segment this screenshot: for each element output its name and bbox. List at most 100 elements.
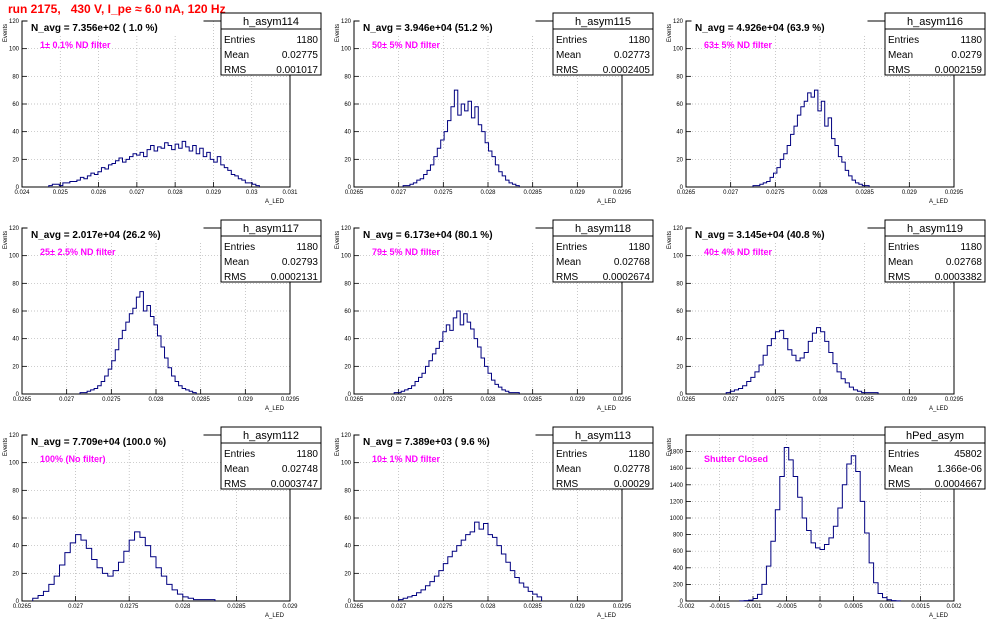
y-tick-label: 40 (344, 337, 351, 343)
y-tick-label: 120 (673, 19, 684, 25)
filter-label: 100% (No filter) (40, 454, 106, 464)
stats-box: h_asym117 Entries 1180 Mean 0.02793 RMS 0.0002… (220, 219, 322, 283)
stats-value-mean: 0.0279 (951, 50, 982, 61)
y-tick-label: 60 (676, 309, 683, 315)
stats-value-entries: 1180 (628, 242, 650, 253)
filter-label: 40± 4% ND filter (704, 247, 772, 257)
stats-value-rms: 0.0004667 (935, 479, 983, 490)
navg-box (27, 19, 204, 36)
stats-value-rms: 0.0003747 (271, 479, 319, 490)
x-tick-label: 0.0015 (911, 604, 930, 610)
y-tick-label: 20 (676, 157, 683, 163)
stats-name: h_asym117 (243, 223, 299, 235)
x-tick-label: 0.0265 (345, 190, 364, 196)
x-tick-label: 0.0275 (434, 604, 453, 610)
y-axis-title: Events (667, 24, 673, 42)
stats-value-mean: 0.02773 (614, 50, 651, 61)
y-tick-label: 800 (673, 533, 684, 539)
stats-box: hPed_asym Entries 45802 Mean 1.366e-06 RMS 0.0… (884, 426, 986, 490)
stats-value-entries: 1180 (628, 449, 650, 460)
histogram-series (402, 89, 520, 187)
x-tick-label: 0.0265 (677, 190, 696, 196)
y-tick-label: 1600 (670, 466, 684, 472)
stats-value-mean: 0.02748 (282, 464, 319, 475)
x-axis-title: A_LED (929, 613, 949, 619)
x-axis-title: A_LED (265, 199, 285, 205)
navg-label: N_avg = 7.389e+03 ( 9.6 %) (363, 437, 490, 448)
histogram-series (398, 521, 543, 601)
x-axis-title: A_LED (929, 199, 949, 205)
x-tick-label: 0.0265 (345, 397, 364, 403)
y-tick-label: 1800 (670, 450, 684, 456)
histogram-series (79, 291, 197, 394)
y-tick-label: 1400 (670, 483, 684, 489)
stats-key-mean: Mean (556, 50, 581, 61)
y-axis-title: Events (667, 438, 673, 456)
y-tick-label: 100 (673, 254, 684, 260)
histogram-plot: 0.0265 0.027 0.0275 0.028 0.0285 0.029 0.0295 0… (667, 219, 986, 412)
y-tick-label: 20 (344, 364, 351, 370)
stats-box: h_asym116 Entries 1180 Mean 0.0279 RMS 0.00021… (884, 12, 986, 76)
stats-name: h_asym114 (243, 16, 299, 28)
navg-box (359, 19, 536, 36)
y-tick-label: 60 (12, 516, 19, 522)
stats-key-rms: RMS (888, 65, 911, 76)
histogram-panel-h_asym113: 0.0265 0.027 0.0275 0.028 0.0285 0.029 0.0295 0… (332, 418, 664, 625)
y-tick-label: 40 (676, 337, 683, 343)
x-tick-label: 0.0265 (677, 397, 696, 403)
x-tick-label: 0.0275 (102, 397, 121, 403)
x-tick-label: 0.028 (168, 190, 184, 196)
y-tick-label: 100 (673, 47, 684, 53)
histogram-panel-h_asym119: 0.0265 0.027 0.0275 0.028 0.0285 0.029 0.0295 0… (664, 211, 996, 418)
x-tick-label: 0.0275 (766, 397, 785, 403)
y-axis-title: Events (667, 231, 673, 249)
y-tick-label: 100 (9, 254, 20, 260)
stats-key-entries: Entries (556, 35, 587, 46)
x-axis-title: A_LED (597, 199, 617, 205)
x-axis-title: A_LED (597, 406, 617, 412)
y-tick-label: 20 (676, 364, 683, 370)
y-axis-title: Events (3, 231, 9, 249)
y-tick-label: 80 (12, 281, 19, 287)
y-tick-label: 120 (9, 433, 20, 439)
histogram-plot: 0.0265 0.027 0.0275 0.028 0.0285 0.029 0 20 40 60… (3, 426, 322, 619)
y-axis-title: Events (3, 24, 9, 42)
histogram-plot: 0.0265 0.027 0.0275 0.028 0.0285 0.029 0.0295 0… (667, 12, 986, 205)
x-tick-label: 0.0295 (945, 397, 964, 403)
y-tick-label: 20 (12, 571, 19, 577)
y-tick-label: 120 (341, 226, 352, 232)
stats-value-entries: 45802 (954, 449, 982, 460)
x-tick-label: 0.0295 (613, 397, 632, 403)
x-tick-label: 0.0285 (523, 604, 542, 610)
navg-box (691, 19, 868, 36)
stats-name: h_asym116 (907, 16, 963, 28)
stats-key-mean: Mean (556, 257, 581, 268)
navg-label: N_avg = 3.145e+04 (40.8 %) (695, 230, 825, 241)
x-tick-label: 0.031 (282, 190, 298, 196)
y-tick-label: 120 (9, 226, 20, 232)
histogram-series (48, 140, 260, 187)
histogram-series (393, 310, 520, 394)
y-tick-label: 60 (344, 516, 351, 522)
stats-value-rms: 0.00029 (614, 479, 651, 490)
stats-key-rms: RMS (556, 65, 579, 76)
y-tick-label: 120 (9, 19, 20, 25)
stats-key-entries: Entries (556, 242, 587, 253)
navg-box (359, 226, 536, 243)
x-tick-label: 0.0275 (434, 190, 453, 196)
x-tick-label: 0.026 (91, 190, 107, 196)
stats-name: h_asym119 (907, 223, 963, 235)
stats-key-entries: Entries (556, 449, 587, 460)
x-tick-label: 0 (818, 604, 822, 610)
x-tick-label: 0.0285 (227, 604, 246, 610)
stats-key-entries: Entries (888, 449, 919, 460)
histogram-plot: 0.0265 0.027 0.0275 0.028 0.0285 0.029 0.0295 0… (335, 426, 654, 619)
x-axis-title: A_LED (265, 613, 285, 619)
y-tick-label: 40 (344, 130, 351, 136)
x-tick-label: -0.0015 (709, 604, 730, 610)
x-tick-label: 0.0285 (855, 397, 874, 403)
x-tick-label: -0.002 (677, 604, 695, 610)
histogram-plot: 0.0265 0.027 0.0275 0.028 0.0285 0.029 0.0295 0… (335, 12, 654, 205)
stats-key-mean: Mean (224, 257, 249, 268)
x-tick-label: -0.0005 (776, 604, 797, 610)
